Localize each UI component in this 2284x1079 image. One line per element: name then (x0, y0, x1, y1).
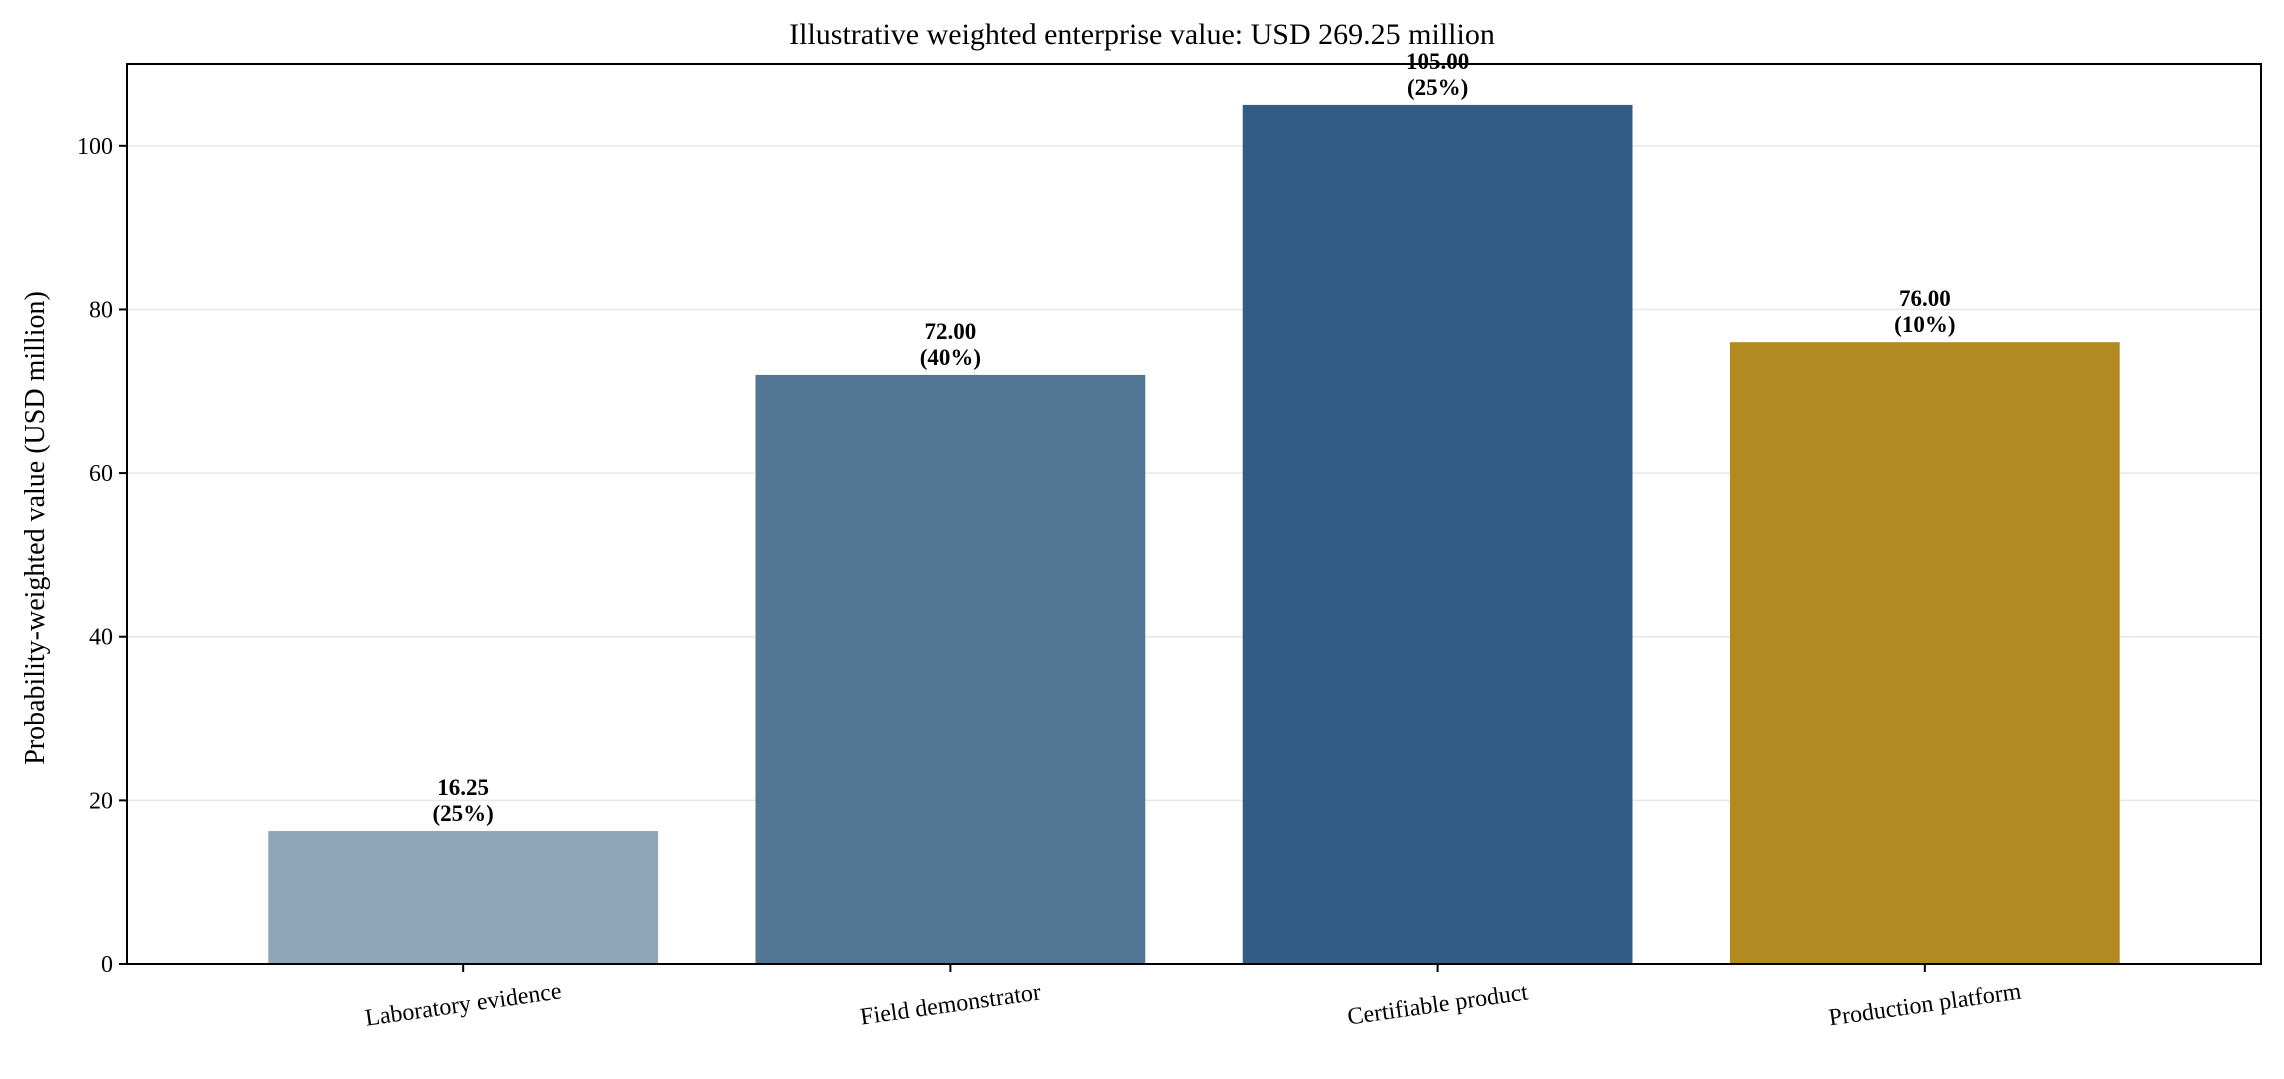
y-tick-label: 100 (77, 134, 113, 160)
bar (1242, 104, 1633, 965)
bar-value-label: 105.00 (1406, 49, 1469, 74)
bar (755, 374, 1146, 965)
bar-value-label: 16.25 (437, 775, 489, 800)
x-tick-label: Laboratory evidence (364, 978, 564, 1031)
bar-probability-label: (25%) (433, 801, 494, 826)
x-tick-label: Production platform (1827, 979, 2023, 1032)
bar-probability-label: (40%) (920, 345, 981, 370)
x-tick-label: Field demonstrator (859, 979, 1043, 1030)
y-tick-label: 80 (89, 297, 113, 323)
bar (1729, 342, 2120, 964)
bar-probability-label: (25%) (1407, 75, 1468, 100)
x-tick-label: Certifiable product (1346, 979, 1530, 1030)
bars (268, 104, 2120, 965)
bar (268, 831, 659, 964)
y-tick-label: 20 (89, 788, 113, 814)
plot-area-frame (126, 63, 2262, 965)
data-labels: 16.25(25%)72.00(40%)105.00(25%)76.00(10%… (433, 49, 1956, 826)
y-tick-label: 40 (89, 625, 113, 651)
y-tick-label: 60 (89, 461, 113, 487)
bar-value-label: 76.00 (1899, 286, 1951, 311)
y-axis-label: Probability-weighted value (USD million) (20, 291, 51, 765)
chart-title: Illustrative weighted enterprise value: … (789, 18, 1495, 51)
bar-value-label: 72.00 (925, 319, 977, 344)
y-tick-label: 0 (101, 952, 113, 978)
bar-probability-label: (10%) (1894, 312, 1955, 337)
